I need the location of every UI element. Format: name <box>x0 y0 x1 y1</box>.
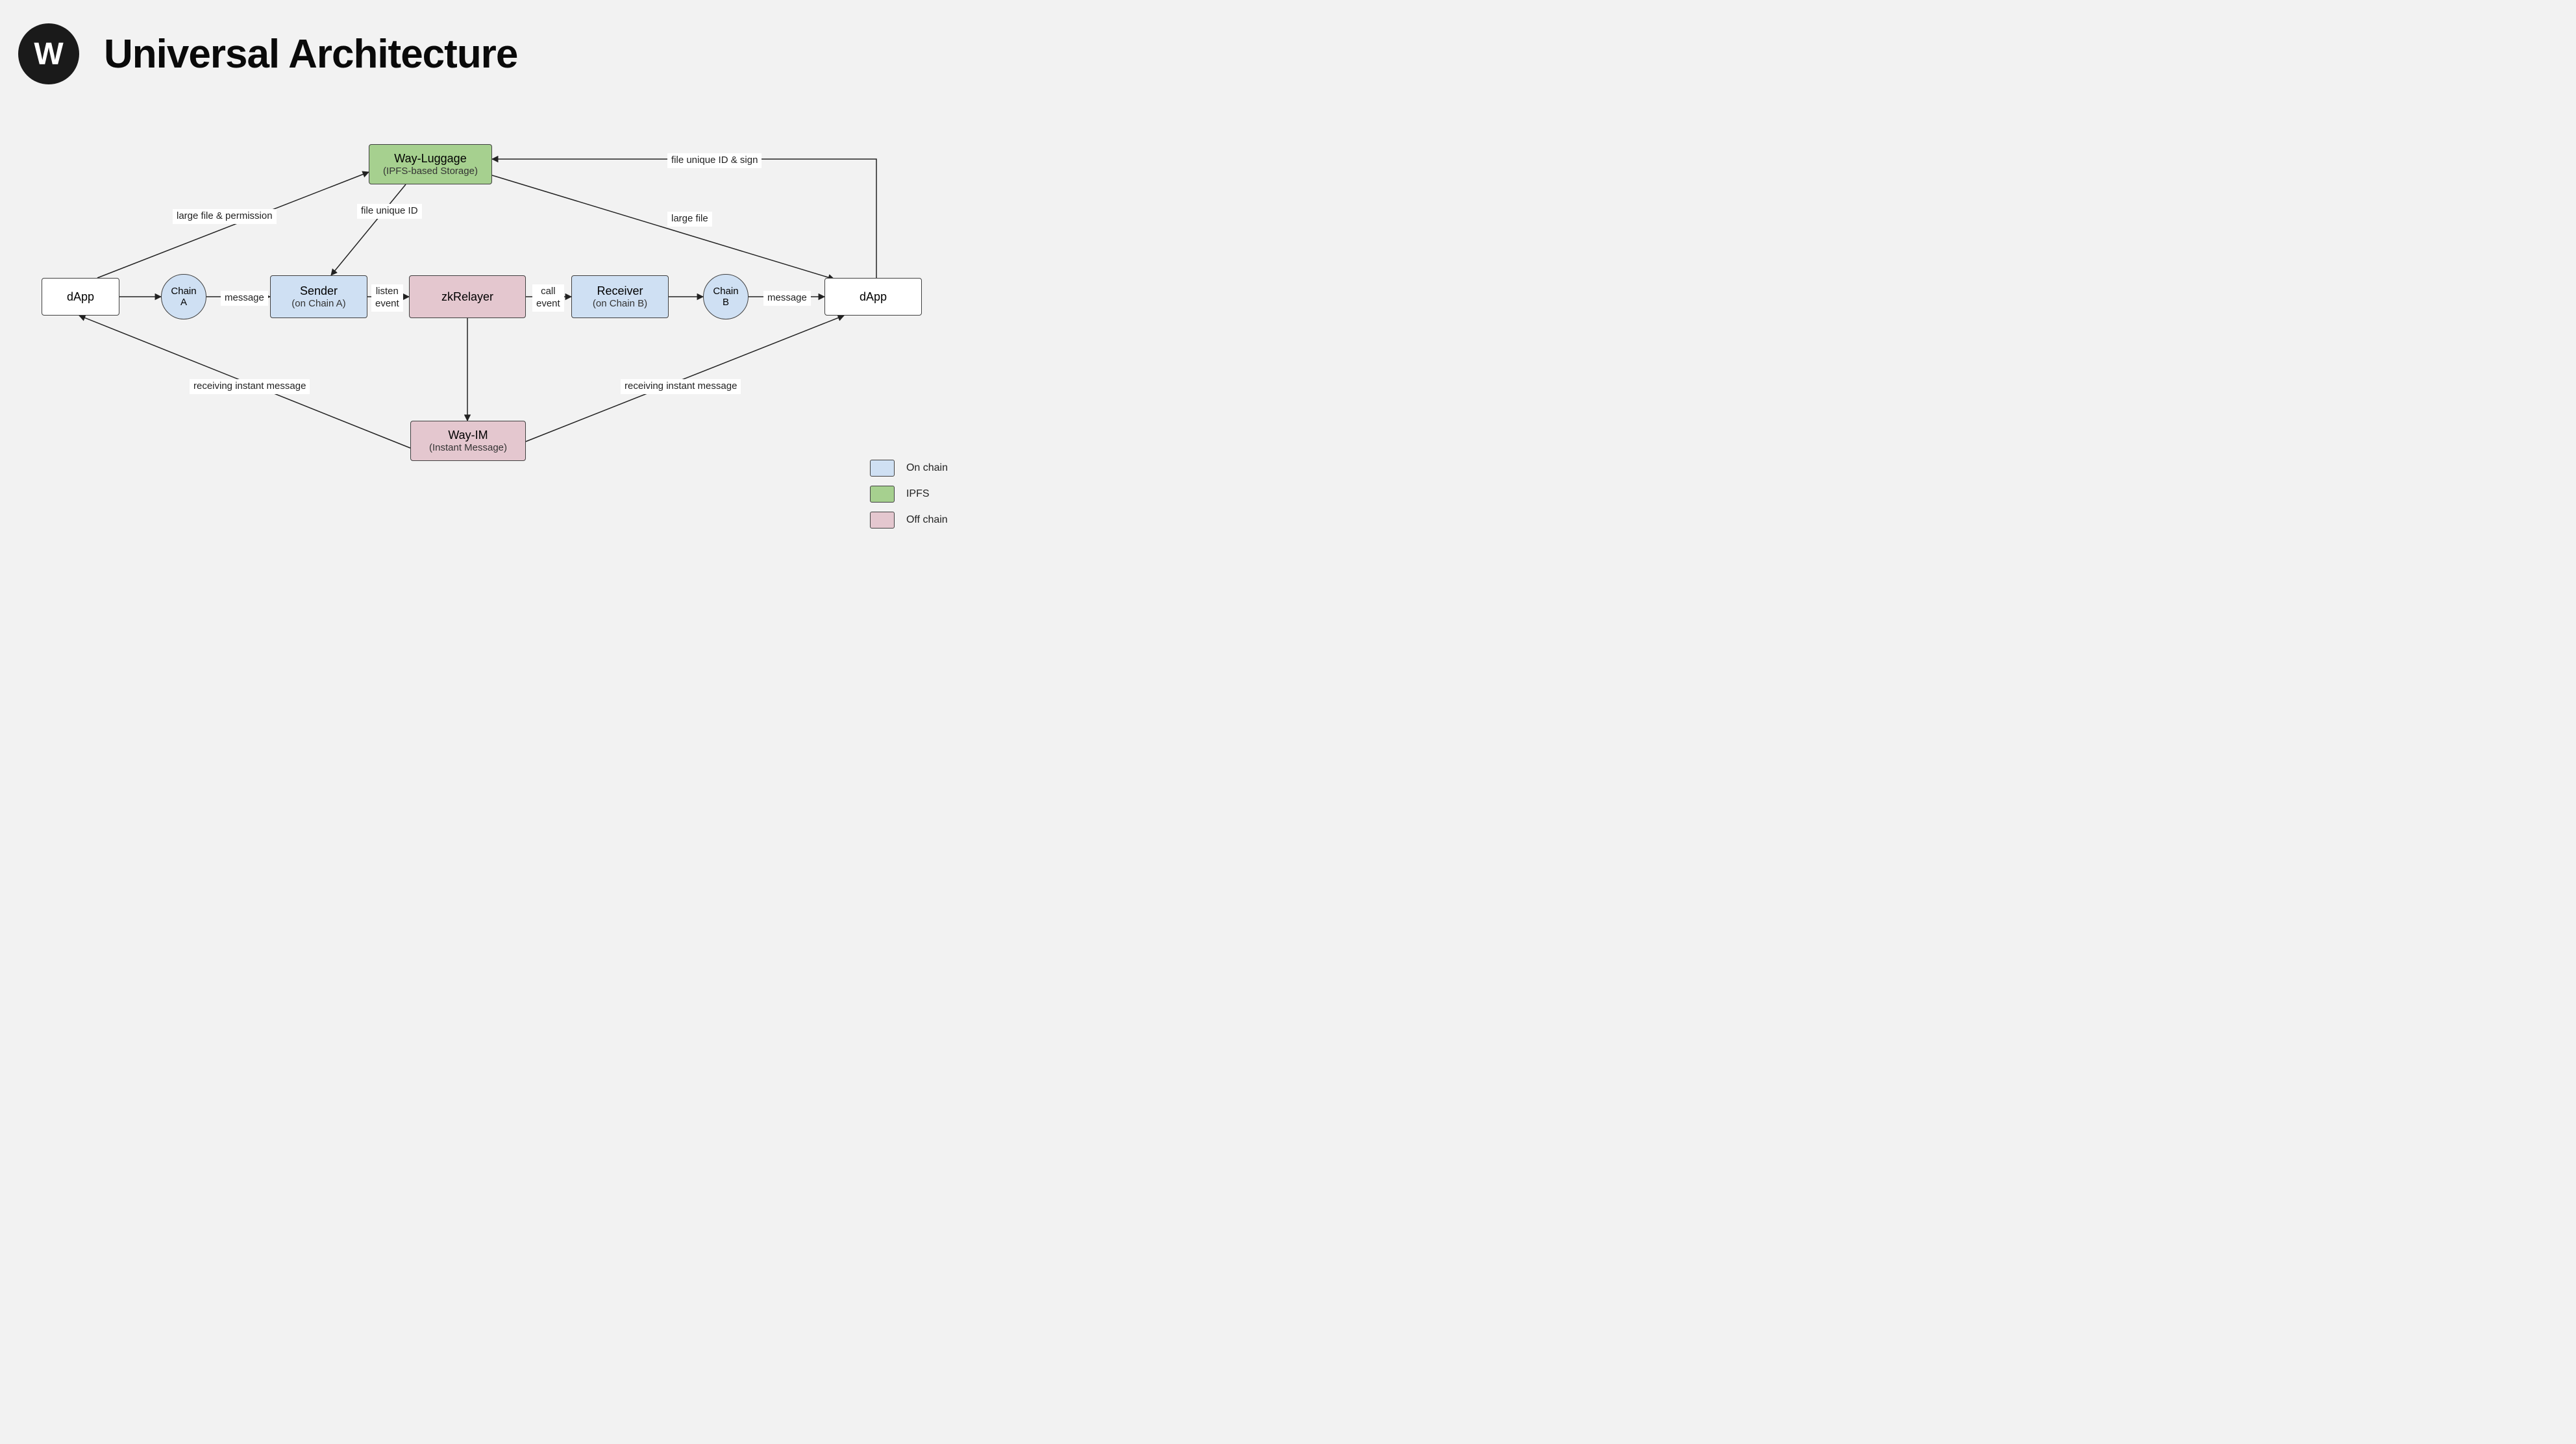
node-dapp_left: dApp <box>42 278 119 316</box>
node-luggage: Way-Luggage(IPFS-based Storage) <box>369 144 492 184</box>
legend-swatch-2 <box>870 512 895 529</box>
node-sender: Sender(on Chain A) <box>270 275 367 318</box>
node-chain_a: ChainA <box>161 274 206 319</box>
edge-label-wayim-to-dappr: receiving instant message <box>621 379 741 394</box>
page-title: Universal Architecture <box>104 31 517 77</box>
edge-luggage-to-dapp <box>492 175 834 279</box>
edge-label-zk-to-receiver: callevent <box>532 284 564 312</box>
edge-wayim-to-dappr <box>526 316 844 442</box>
legend-label-2: Off chain <box>906 514 948 526</box>
legend-swatch-1 <box>870 486 895 503</box>
edge-label-dapp-to-luggage: large file & permission <box>173 209 277 224</box>
node-dapp_right: dApp <box>824 278 922 316</box>
legend-swatch-0 <box>870 460 895 477</box>
legend-row-1: IPFS <box>870 486 948 503</box>
edge-label-chaina-to-sender: message <box>221 291 268 306</box>
edge-label-chainb-to-dapp: message <box>763 291 811 306</box>
edge-label-dapp-to-luggage-r: file unique ID & sign <box>667 153 762 168</box>
node-wayim: Way-IM(Instant Message) <box>410 421 526 461</box>
legend-label-1: IPFS <box>906 488 930 500</box>
edge-label-wayim-to-dappl: receiving instant message <box>190 379 310 394</box>
logo-icon: W <box>18 23 79 84</box>
diagram-canvas: W Universal Architecture dApp ChainA Sende… <box>0 0 974 545</box>
logo-text: W <box>34 36 63 72</box>
node-zkrelayer: zkRelayer <box>409 275 526 318</box>
legend: On chain IPFS Off chain <box>870 460 948 529</box>
edge-dapp-to-luggage <box>97 172 369 278</box>
edge-label-sender-to-zk: listenevent <box>371 284 403 312</box>
node-receiver: Receiver(on Chain B) <box>571 275 669 318</box>
legend-row-0: On chain <box>870 460 948 477</box>
node-chain_b: ChainB <box>703 274 749 319</box>
edge-label-luggage-to-sender: file unique ID <box>357 204 422 219</box>
edge-label-luggage-to-dapp: large file <box>667 212 712 227</box>
header: W Universal Architecture <box>18 23 517 84</box>
legend-row-2: Off chain <box>870 512 948 529</box>
edge-luggage-to-sender <box>331 184 406 275</box>
legend-label-0: On chain <box>906 462 948 474</box>
